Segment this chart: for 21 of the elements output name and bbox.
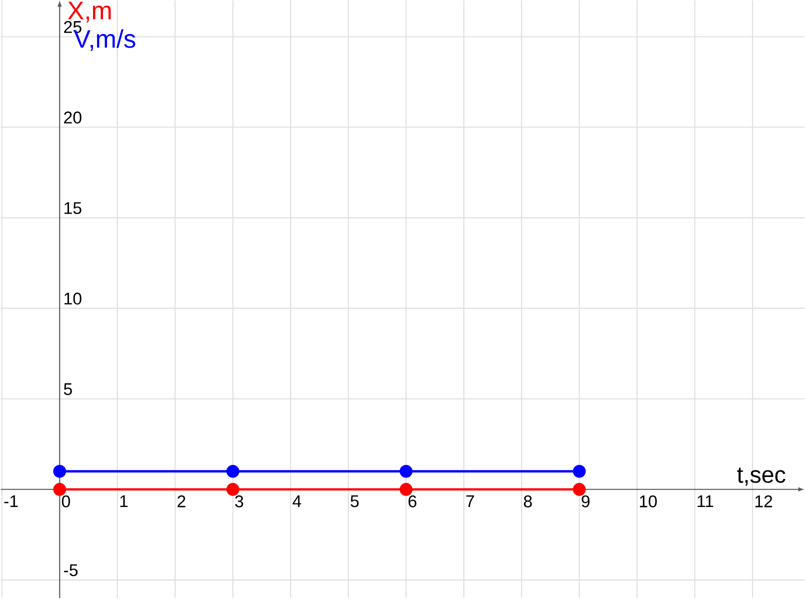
y-tick-label: 20	[64, 112, 82, 124]
y-tick-label: -5	[64, 564, 78, 576]
x-tick-label: 10	[640, 496, 657, 508]
x-tick-label: 11	[698, 496, 714, 508]
x-axis-title: t,sec	[737, 468, 786, 486]
x-tick-label: 3	[235, 496, 244, 508]
y-tick-label: 15	[64, 202, 82, 214]
x-tick-label: 1	[120, 496, 128, 508]
x-tick-label: 4	[292, 496, 302, 508]
x-tick-label: 7	[466, 496, 474, 508]
text: X,m	[68, 2, 111, 23]
x-tick-label: 9	[582, 496, 590, 508]
x-tick-label: 5	[350, 496, 359, 508]
x-tick-label: 6	[408, 496, 416, 508]
x-tick-label: 0	[62, 496, 70, 508]
y-tick-label: 5	[64, 384, 72, 396]
x-tick-label: 2	[178, 496, 186, 508]
x-tick-label: 12	[755, 496, 772, 508]
x-tick-label: -1	[4, 496, 18, 508]
x-tick-label: 8	[524, 496, 532, 508]
y-tick-label: 10	[64, 292, 82, 305]
